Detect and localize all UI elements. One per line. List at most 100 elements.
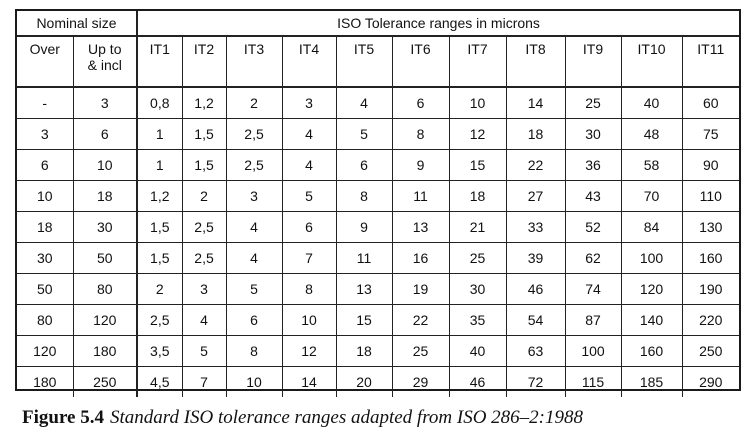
nominal-size-header: Nominal size: [17, 11, 139, 37]
table-cell: 27: [505, 180, 566, 212]
column-header-12: IT11: [681, 35, 740, 88]
table-cell: 180: [72, 335, 139, 367]
column-header-7: IT6: [391, 35, 450, 88]
table-cell: 1,5: [136, 211, 183, 243]
table-cell: 120: [620, 273, 683, 305]
table-cell: 5: [335, 118, 393, 150]
table-cell: 10: [448, 86, 507, 119]
table-cell: 18: [505, 118, 566, 150]
table-row: 3 6 1 1,5 2,5 4 5 8 12 18 30 48 75: [17, 118, 740, 150]
table-cell: 100: [620, 242, 683, 274]
table-cell: 1,2: [181, 86, 227, 119]
table-cell: 115: [564, 366, 622, 397]
table-cell: 72: [505, 366, 566, 397]
table-cell: 2: [225, 86, 283, 119]
table-cell: 84: [620, 211, 683, 243]
table-cell: 25: [391, 335, 450, 367]
table-cell: 62: [564, 242, 622, 274]
table-cell: 29: [391, 366, 450, 397]
table-cell: 25: [564, 86, 622, 119]
table-cell: 5: [281, 180, 337, 212]
table-cell: 3: [181, 273, 227, 305]
figure-caption-text: Standard ISO tolerance ranges adapted fr…: [109, 407, 583, 428]
table-row: -3 0,8 1,2 2 3 4 6 10 14 25 40 60: [17, 86, 740, 119]
tolerance-table-frame: Nominal size ISO Tolerance ranges in mic…: [15, 9, 741, 397]
table-cell: 9: [335, 211, 393, 243]
table-cell: 22: [505, 149, 566, 181]
table-cell: 20: [335, 366, 393, 397]
table-cell: 250: [72, 366, 139, 397]
column-header-1: Up to & incl: [72, 35, 139, 88]
table-cell: 0,8: [136, 86, 183, 119]
column-header-8: IT7: [448, 35, 507, 88]
table-cell: 48: [620, 118, 683, 150]
table-cell: 30: [564, 118, 622, 150]
table-cell: 1,5: [181, 118, 227, 150]
table-cell: 18: [17, 211, 74, 243]
table-cell: 54: [505, 304, 566, 336]
table-cell: 10: [17, 180, 74, 212]
table-cell: 120: [17, 335, 74, 367]
table-cell: 7: [181, 366, 227, 397]
table-cell: 5: [181, 335, 227, 367]
table-cell: 4: [281, 149, 337, 181]
table-cell: 36: [564, 149, 622, 181]
table-cell: 250: [681, 335, 740, 367]
table-cell: 10: [281, 304, 337, 336]
table-cell: 3,5: [136, 335, 183, 367]
table-cell: 13: [391, 211, 450, 243]
iso-tolerance-table: Nominal size ISO Tolerance ranges in mic…: [17, 11, 740, 397]
table-cell: 3: [281, 86, 337, 119]
table-cell: 58: [620, 149, 683, 181]
table-cell: 2: [181, 180, 227, 212]
table-cell: 46: [505, 273, 566, 305]
table-cell: 4: [225, 242, 283, 274]
table-cell: 2,5: [181, 211, 227, 243]
table-cell: 40: [620, 86, 683, 119]
table-cell: 39: [505, 242, 566, 274]
table-cell: 140: [620, 304, 683, 336]
table-cell: 8: [335, 180, 393, 212]
table-cell: 43: [564, 180, 622, 212]
table-row: 10 18 1,2 2 3 5 8 11 18 27 43 70 110: [17, 180, 740, 212]
table-cell: 2,5: [225, 149, 283, 181]
table-cell: 87: [564, 304, 622, 336]
table-cell: 6: [225, 304, 283, 336]
table-cell: 180: [17, 366, 74, 397]
table-cell: 15: [335, 304, 393, 336]
table-cell: 30: [448, 273, 507, 305]
group-header-row: Nominal size ISO Tolerance ranges in mic…: [17, 11, 740, 37]
table-cell: 160: [681, 242, 740, 274]
table-cell: 25: [448, 242, 507, 274]
table-cell: 80: [17, 304, 74, 336]
table-cell: 1,5: [136, 242, 183, 274]
table-cell: 6: [335, 149, 393, 181]
table-cell: 80: [72, 273, 139, 305]
table-cell: 3: [225, 180, 283, 212]
table-cell: 46: [448, 366, 507, 397]
table-cell: 74: [564, 273, 622, 305]
table-cell: 3: [17, 118, 74, 150]
table-cell: 10: [72, 149, 139, 181]
table-cell: 4: [281, 118, 337, 150]
table-cell: 50: [72, 242, 139, 274]
table-cell: 5: [225, 273, 283, 305]
table-cell: 4: [225, 211, 283, 243]
table-cell: 30: [17, 242, 74, 274]
table-cell: 190: [681, 273, 740, 305]
table-row: 30 50 1,5 2,5 4 7 11 16 25 39 62 100 160: [17, 242, 740, 274]
table-cell: 52: [564, 211, 622, 243]
table-cell: 15: [448, 149, 507, 181]
table-cell: 75: [681, 118, 740, 150]
table-row: 80 120 2,5 4 6 10 15 22 35 54 87 140 220: [17, 304, 740, 336]
table-cell: 1,2: [136, 180, 183, 212]
column-header-6: IT5: [335, 35, 393, 88]
table-cell: 14: [505, 86, 566, 119]
table-row: 50 80 2 3 5 8 13 19 30 46 74 120 190: [17, 273, 740, 305]
table-cell: 2,5: [225, 118, 283, 150]
table-cell: 22: [391, 304, 450, 336]
table-cell: 2,5: [181, 242, 227, 274]
table-cell: 9: [391, 149, 450, 181]
table-cell: 21: [448, 211, 507, 243]
figure-label: Figure 5.4: [22, 407, 104, 428]
